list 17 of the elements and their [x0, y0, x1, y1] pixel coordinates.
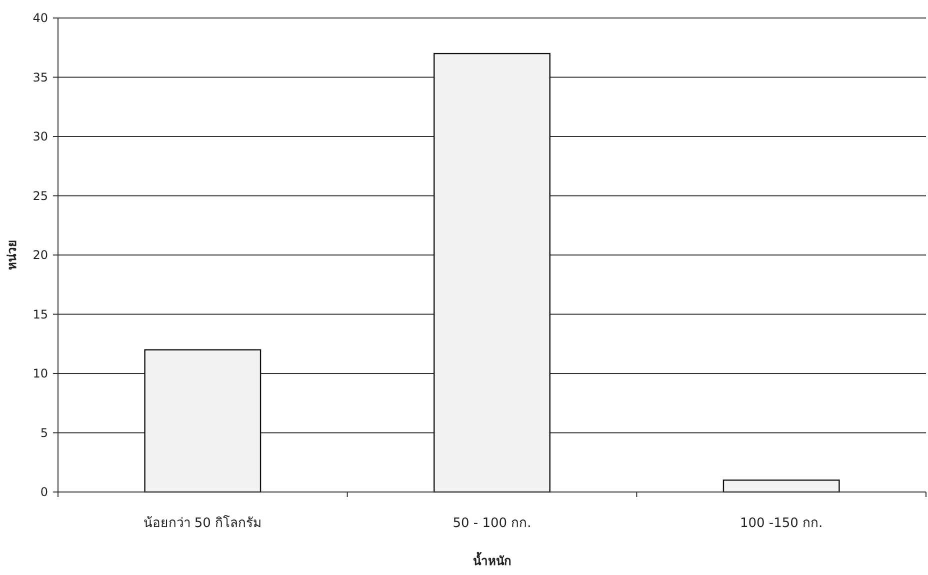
y-tick-label: 40 — [32, 11, 48, 25]
y-tick-label: 20 — [32, 248, 48, 262]
x-axis-title: น้ำหนัก — [473, 551, 511, 568]
x-tick-label: 50 - 100 กก. — [452, 516, 532, 531]
y-tick-label: 25 — [32, 188, 48, 203]
y-tick-label: 0 — [40, 485, 48, 499]
bar — [434, 52, 550, 493]
y-tick-label: 35 — [32, 70, 48, 84]
y-tick-label: 5 — [40, 426, 48, 440]
x-tick-label: น้อยกว่า 50 กิโลกรัม — [143, 515, 262, 531]
y-tick-label: 15 — [32, 307, 48, 322]
y-axis-title: หน่วย — [5, 240, 19, 270]
y-tick-label: 10 — [32, 366, 48, 380]
bar — [722, 480, 840, 493]
x-tick-label: 100 -150 กก. — [740, 516, 823, 531]
bar — [144, 349, 262, 493]
y-tick-label: 30 — [32, 130, 48, 144]
